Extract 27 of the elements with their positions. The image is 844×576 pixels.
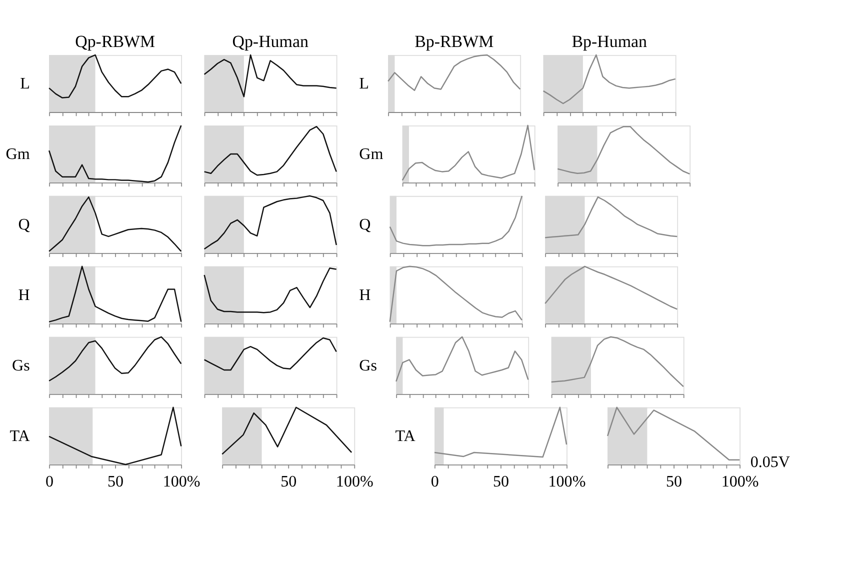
- y-axis-title: TA: [10, 428, 30, 445]
- y-axis-title: Gm: [359, 146, 384, 163]
- x-tick-label: 50: [108, 473, 124, 490]
- x-tick-label: 100%: [721, 473, 759, 490]
- y-axis-title: H: [359, 286, 372, 304]
- chart-title: Qp-RBWM: [75, 32, 156, 52]
- x-tick-label: 0: [46, 473, 54, 490]
- y-axis-title: Gm: [6, 146, 30, 163]
- x-tick-label: 50: [666, 473, 682, 490]
- y-axis-title: Q: [359, 216, 372, 234]
- text: 0.05V: [750, 454, 790, 472]
- x-tick-label: 0: [430, 473, 439, 490]
- chart-title: Bp-Human: [572, 32, 648, 52]
- x-tick-label: 50: [492, 473, 509, 490]
- x-tick-label: 100%: [336, 473, 374, 490]
- y-axis-title: L: [20, 75, 30, 92]
- y-axis-title: Gs: [12, 357, 30, 374]
- x-tick-label: 50: [280, 473, 297, 490]
- x-tick-label: 100%: [548, 473, 586, 490]
- y-axis-title: L: [359, 75, 369, 92]
- chart-title: Qp-Human: [232, 32, 309, 52]
- chart-title: Bp-RBWM: [414, 32, 494, 52]
- y-axis-title: TA: [395, 428, 416, 445]
- x-tick-label: 100%: [162, 473, 200, 490]
- y-axis-title: Q: [18, 216, 30, 234]
- y-axis-title: Gs: [359, 357, 377, 374]
- y-axis-title: H: [18, 286, 30, 304]
